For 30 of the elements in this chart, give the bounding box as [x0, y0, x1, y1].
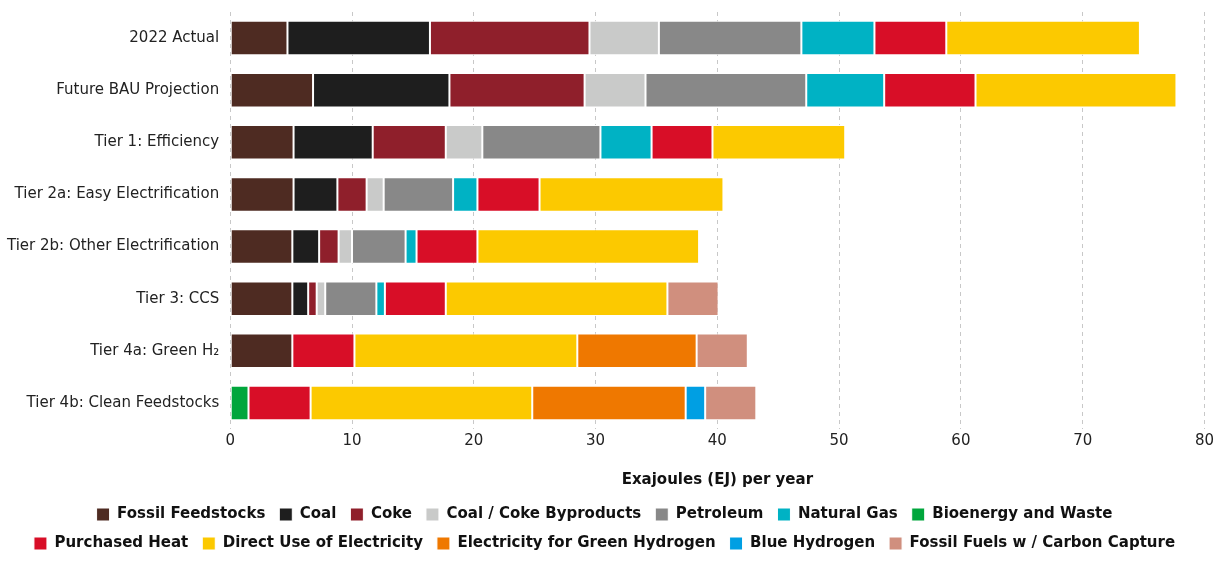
legend-label: Purchased Heat [54, 533, 189, 552]
x-tick-label: 10 [342, 430, 362, 449]
legend-label: Petroleum [675, 504, 764, 523]
x-tick-label: 20 [464, 430, 484, 449]
y-tick-label: Tier 4b: Clean Feedstocks [25, 392, 220, 411]
legend-label: Blue Hydrogen [750, 533, 876, 552]
legend-label: Direct Use of Electricity [222, 533, 424, 552]
y-tick-label: Tier 3: CCS [135, 288, 220, 307]
x-axis-title: Exajoules (EJ) per year [621, 469, 814, 488]
y-tick-label: Tier 1: Efficiency [93, 132, 220, 151]
x-tick-label: 30 [586, 430, 606, 449]
legend-label: Natural Gas [797, 504, 898, 523]
x-tick-label: 40 [707, 430, 727, 449]
legend-label: Coal [299, 504, 337, 523]
y-tick-label: Future BAU Projection [56, 80, 220, 99]
legend-label: Coal / Coke Byproducts [446, 504, 642, 523]
x-tick-label: 70 [1073, 430, 1093, 449]
legend-label: Fossil Feedstocks [117, 504, 266, 523]
y-tick-label: Tier 4a: Green H₂ [89, 340, 220, 359]
legend-label: Fossil Fuels w / Carbon Capture [909, 533, 1176, 552]
legend-label: Coke [370, 504, 412, 523]
legend-label: Electricity for Green Hydrogen [457, 533, 716, 552]
legend-label: Bioenergy and Waste [932, 504, 1113, 523]
x-tick-label: 60 [951, 430, 971, 449]
x-tick-label: 80 [1194, 430, 1214, 449]
y-tick-label: Tier 2a: Easy Electrification [13, 184, 220, 203]
y-tick-label: Tier 2b: Other Electrification [6, 236, 220, 255]
y-tick-label: 2022 Actual [129, 27, 220, 46]
x-tick-label: 50 [829, 430, 849, 449]
x-tick-label: 0 [225, 430, 236, 449]
